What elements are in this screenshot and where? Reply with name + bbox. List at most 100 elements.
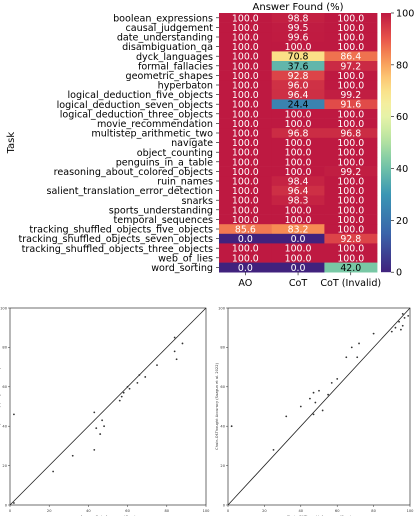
cell-value: 100.0: [232, 157, 259, 168]
heatmap-cell: [271, 32, 325, 43]
cell-value: 96.4: [288, 186, 309, 197]
heatmap-cell: [271, 205, 325, 215]
heatmap-cell: [271, 61, 325, 71]
heatmap-cell: [219, 224, 272, 235]
row-label: hyperbaton: [158, 81, 213, 92]
cell-value: 100.0: [232, 23, 259, 34]
cell-value: 100.0: [337, 205, 364, 216]
row-label: sports_understanding: [109, 205, 213, 216]
cell-value: 0.0: [238, 234, 253, 245]
heatmap-cell: [324, 118, 378, 129]
cell-value: 100.0: [285, 244, 312, 255]
cell-value: 100.0: [337, 13, 364, 24]
cell-value: 100.0: [337, 81, 364, 92]
row-label: logical_deduction_five_objects: [68, 90, 214, 101]
ao-point: [52, 470, 55, 473]
heatmap-cell: [271, 185, 325, 196]
cell-value: 100.0: [337, 157, 364, 168]
cell-value: 100.0: [232, 129, 259, 140]
row-label: reasoning_about_colored_objects: [54, 167, 213, 178]
heatmap-cell: [324, 243, 378, 254]
cell-value: 98.8: [288, 13, 309, 24]
cell-value: 96.0: [288, 81, 309, 92]
cell-value: 99.6: [288, 33, 309, 44]
cell-value: 100.0: [285, 109, 312, 120]
cell-value: 24.4: [288, 100, 309, 111]
cot-y-tick-label: 60: [220, 385, 225, 389]
cot-point: [299, 405, 302, 408]
heatmap-cell: [324, 61, 378, 71]
cot-y-axis-label: Chain-Of-Thought Accuracy (Suzgun et al.…: [215, 363, 219, 450]
cell-value: 100.0: [337, 138, 364, 149]
heatmap-cell: [271, 157, 325, 167]
heatmap-cell: [271, 128, 325, 139]
heatmap-cell: [219, 41, 272, 52]
heatmap-cell: [219, 61, 272, 71]
heatmap-cell: [324, 13, 378, 23]
heatmap-cell: [324, 137, 378, 148]
colorbar-tick-label: 80: [396, 60, 408, 71]
cell-value: 100.0: [337, 42, 364, 53]
cell-value: 100.0: [232, 167, 259, 178]
heatmap-cell: [324, 89, 378, 100]
heatmap-cell: [324, 253, 378, 263]
cell-value: 100.0: [285, 42, 312, 53]
cot-point: [272, 448, 275, 451]
heatmap-cell: [324, 214, 378, 225]
row-label: tracking_shuffled_objects_seven_objects: [18, 234, 213, 245]
heatmap-cell: [219, 147, 272, 158]
ao-point: [126, 385, 129, 388]
colorbar-tick-label: 60: [396, 112, 408, 123]
row-label: salient_translation_error_detection: [47, 186, 213, 197]
heatmap-cell: [271, 89, 325, 100]
row-label: dyck_languages: [136, 52, 213, 63]
heatmap-cell: [219, 99, 272, 110]
heatmap-cell: [271, 13, 325, 23]
cot-point: [330, 381, 333, 384]
cot-point: [336, 378, 339, 380]
heatmap-cell: [271, 243, 325, 254]
cot-y-tick-label: 20: [220, 464, 225, 468]
cot-point: [309, 397, 311, 400]
heatmap-cell: [324, 99, 378, 110]
cell-value: 100.0: [232, 52, 259, 63]
heatmap-cell: [324, 147, 378, 158]
heatmap-cell: [324, 32, 378, 43]
column-label: CoT (Invalid): [320, 278, 381, 289]
cell-value: 100.0: [232, 61, 259, 72]
cell-value: 99.2: [340, 167, 361, 178]
ao-y-tick-label: 40: [2, 425, 7, 429]
cot-point: [400, 328, 402, 331]
heatmap-cell: [271, 195, 325, 206]
cot-y-tick-label: 0: [223, 503, 226, 507]
colorbar: [381, 13, 391, 273]
heatmap-cell: [324, 185, 378, 196]
heatmap-cell: [219, 233, 272, 244]
heatmap-cell: [324, 70, 378, 81]
cell-value: 92.8: [288, 71, 309, 82]
cot-x-tick-label: 20: [262, 509, 267, 513]
cot-point: [327, 393, 329, 396]
row-label: navigate: [171, 138, 213, 149]
cell-value: 100.0: [232, 90, 259, 101]
heatmap-cell: [271, 262, 325, 273]
row-label: penguins_in_a_table: [116, 157, 213, 168]
cot-y-tick-label: 40: [220, 425, 225, 429]
row-label: formal_fallacies: [138, 61, 213, 72]
heatmap-cell: [219, 166, 272, 177]
heatmap-cell: [219, 118, 272, 129]
cell-value: 100.0: [232, 33, 259, 44]
heatmap-cell: [271, 253, 325, 263]
heatmap-cell: [324, 166, 378, 177]
cell-value: 0.0: [291, 234, 306, 245]
cell-value: 100.0: [337, 186, 364, 197]
heatmap-cell: [324, 224, 378, 235]
cell-value: 97.2: [340, 61, 361, 72]
cell-value: 100.0: [285, 167, 312, 178]
cot-point: [403, 316, 406, 319]
cot-point: [312, 391, 315, 394]
cell-value: 100.0: [337, 109, 364, 120]
cell-value: 100.0: [285, 205, 312, 216]
ao-point: [173, 350, 176, 353]
cell-value: 100.0: [232, 196, 259, 207]
